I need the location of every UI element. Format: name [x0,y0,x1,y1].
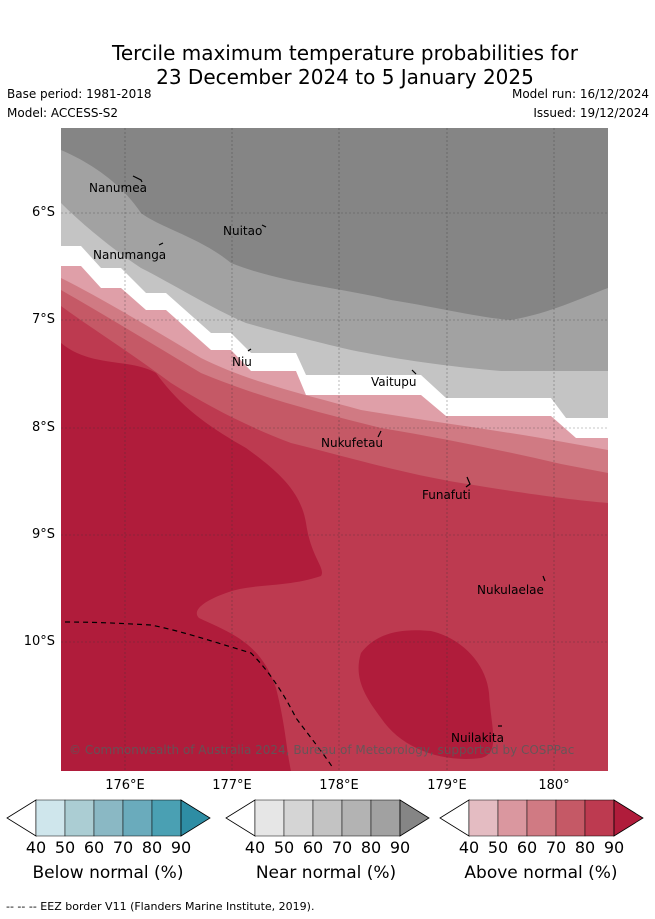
below-normal-label: Below normal (%) [32,863,184,883]
below-colorbar-tick: 90 [170,838,192,857]
place-label: Nukulaelae [477,583,544,597]
near-colorbar-tick: 50 [273,838,295,857]
below-colorbar-low-extend [6,799,37,837]
above-normal-90-west [61,343,323,771]
above-colorbar-tick: 60 [516,838,538,857]
graticule [61,128,608,771]
near-colorbar-tick: 80 [360,838,382,857]
eez-border [64,621,334,769]
near-colorbar-segment [341,799,372,837]
model-name: Model: ACCESS-S2 [7,106,119,120]
near-colorbar-high-extend [399,799,430,837]
below-colorbar-segment [93,799,124,837]
near-normal-label: Near normal (%) [255,863,397,883]
below-colorbar-tick: 70 [112,838,134,857]
place-label: Funafuti [422,488,471,502]
below-colorbar-segment [151,799,182,837]
lon-label-180: 180° [538,778,570,793]
below-colorbar-tick: 50 [54,838,76,857]
place-label: Nuitao [223,224,262,238]
eez-legend: -- -- -- EEZ border V11 (Flanders Marine… [6,900,315,913]
near-colorbar-segment [312,799,343,837]
above-colorbar-tick: 70 [545,838,567,857]
near-colorbar-tick: 90 [389,838,411,857]
above-colorbar-low-extend [439,799,470,837]
below-colorbar-tick: 80 [141,838,163,857]
lat-label-9s: 9°S [31,527,55,542]
place-label: Niu [232,355,252,369]
above-normal-90-east [358,630,494,759]
lat-label-6s: 6°S [31,205,55,220]
above-colorbar-tick: 50 [487,838,509,857]
lon-label-176e: 176°E [105,778,145,793]
above-normal-label: Above normal (%) [464,863,618,883]
near-colorbar-segment [283,799,314,837]
near-colorbar-low-extend [225,799,256,837]
below-colorbar-segment [35,799,66,837]
lon-label-179e: 179°E [427,778,467,793]
lon-label-177e: 177°E [212,778,252,793]
near-colorbar-segment [254,799,285,837]
place-label: Vaitupu [371,375,417,389]
below-colorbar-segment [64,799,95,837]
place-label: Nanumanga [93,248,166,262]
colorbars [6,799,644,837]
lat-label-10s: 10°S [23,634,55,649]
below-colorbar-tick: 60 [83,838,105,857]
chart-title-line1: Tercile maximum temperature probabilitie… [112,41,578,65]
above-colorbar-segment [584,799,615,837]
place-label: Nuilakita [451,731,504,745]
model-run: Model run: 16/12/2024 [511,87,649,101]
island-shapes [132,175,546,727]
above-colorbar-high-extend [613,799,644,837]
base-period: Base period: 1981-2018 [7,87,152,101]
copyright-text: © Commonwealth of Australia 2024, Bureau… [69,743,574,757]
issued-date: Issued: 19/12/2024 [533,106,649,120]
near-colorbar-tick: 70 [331,838,353,857]
above-colorbar-tick: 90 [603,838,625,857]
below-colorbar-tick: 40 [25,838,47,857]
chart-title-line2: 23 December 2024 to 5 January 2025 [156,65,534,89]
above-colorbar-segment [497,799,528,837]
above-colorbar-segment [526,799,557,837]
near-colorbar-segment [370,799,401,837]
above-colorbar-segment [555,799,586,837]
lon-label-178e: 178°E [319,778,359,793]
place-label: Nukufetau [321,436,383,450]
above-colorbar-tick: 40 [458,838,480,857]
place-label: Nanumea [89,181,147,195]
above-colorbar-segment [468,799,499,837]
below-colorbar-high-extend [180,799,211,837]
lat-label-8s: 8°S [31,420,55,435]
near-colorbar-tick: 40 [244,838,266,857]
lat-label-7s: 7°S [31,312,55,327]
above-colorbar-tick: 80 [574,838,596,857]
probability-map: Nanumea Nuitao Nanumanga Niu Vaitupu Nuk… [61,128,608,771]
near-colorbar-tick: 60 [302,838,324,857]
below-colorbar-segment [122,799,153,837]
